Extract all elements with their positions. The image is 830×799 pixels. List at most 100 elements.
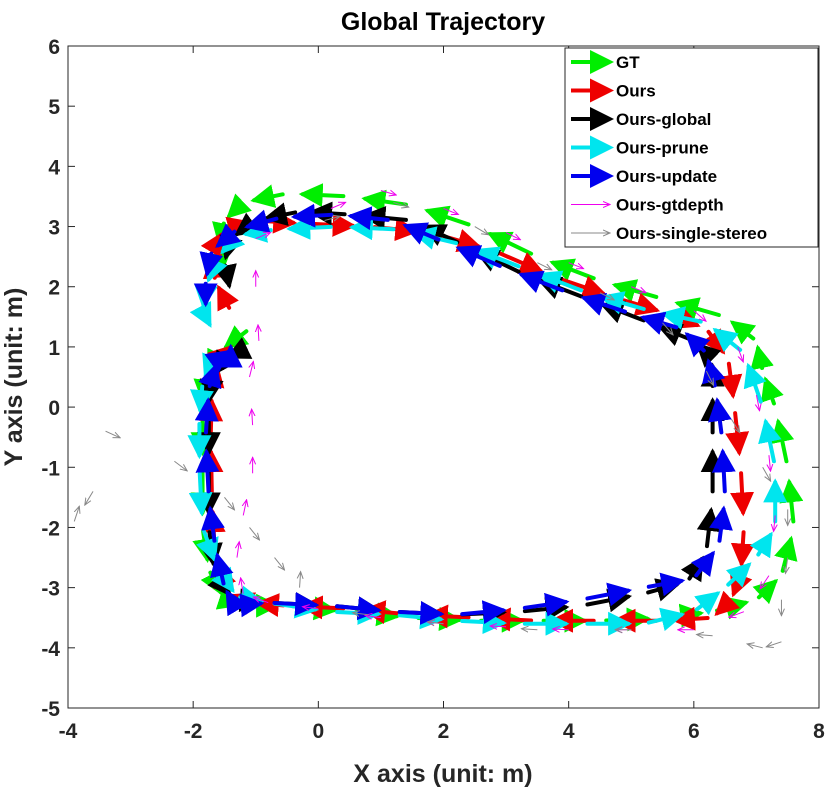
trajectory-segment (204, 349, 231, 374)
trajectory-segment (262, 202, 298, 226)
trajectory-segment (639, 311, 679, 335)
trajectory-segment (424, 205, 471, 229)
x-tick-label: 6 (688, 720, 700, 743)
y-tick-label: -4 (41, 638, 60, 661)
trajectory-arrow (443, 208, 459, 214)
trajectory-segment (290, 203, 334, 228)
trajectory-segment (474, 246, 521, 269)
trajectory-segment (250, 184, 285, 208)
trajectory-arrow (762, 467, 771, 481)
trajectory-arrow (490, 626, 507, 627)
y-tick-label: 4 (48, 156, 60, 179)
trajectory-arrow (249, 527, 259, 539)
trajectory-segment (348, 216, 396, 241)
trajectory-arrow (324, 216, 340, 220)
trajectory-segment (774, 535, 798, 573)
trajectory-segment (298, 183, 346, 208)
trajectory-segment (402, 222, 441, 245)
trajectory-segment (210, 552, 234, 586)
y-tick-label: 6 (48, 36, 60, 59)
trajectory-segment (560, 275, 607, 299)
trajectory-segment (750, 344, 774, 371)
trajectory-segment (694, 591, 721, 616)
trajectory-arrow (785, 557, 787, 574)
trajectory-arrow (241, 578, 244, 594)
trajectory-segment (660, 306, 703, 330)
trajectory-arrow (253, 597, 269, 604)
legend-label: Ours-gtdepth (616, 196, 724, 215)
trajectory-segment (752, 578, 779, 605)
trajectory-segment (585, 582, 633, 607)
trajectory-segment (779, 478, 804, 524)
y-axis-label: Y axis (unit: m) (0, 288, 28, 467)
trajectory-segment (244, 209, 279, 233)
trajectory-segment (213, 263, 237, 290)
chart-title: Global Trajectory (341, 8, 545, 36)
trajectory-segment (188, 471, 213, 517)
legend-label: Ours (616, 82, 656, 101)
trajectory-segment (226, 193, 252, 219)
trajectory-segment (536, 270, 584, 294)
trajectory-segment (225, 337, 253, 359)
trajectory-segment (460, 600, 507, 625)
trajectory-arrow (252, 409, 253, 426)
x-tick-label: 4 (563, 720, 575, 743)
trajectory-segment (709, 505, 733, 543)
trajectory-arrow (747, 644, 763, 648)
y-tick-label: 5 (48, 96, 60, 119)
series-ours-single-stereo (73, 202, 787, 648)
trajectory-segment (522, 592, 570, 617)
trajectory-segment (674, 297, 721, 321)
trajectory-arrow (174, 460, 187, 471)
trajectory-arrow (393, 202, 408, 207)
trajectory-arrow (73, 506, 79, 522)
trajectory-segment (770, 418, 795, 464)
trajectory-segment (455, 245, 502, 268)
trajectory-arrow (760, 575, 770, 589)
trajectory-arrow (730, 418, 739, 433)
trajectory-segment (201, 505, 225, 543)
trajectory-arrow (766, 641, 782, 647)
trajectory-arrow (631, 286, 646, 293)
trajectory-segment (684, 332, 711, 358)
trajectory-segment (725, 562, 752, 588)
y-tick-label: 2 (48, 277, 60, 300)
trajectory-segment (347, 206, 390, 231)
y-tick-label: 3 (48, 217, 60, 240)
y-tick-label: 0 (48, 397, 60, 420)
trajectory-arrow (662, 322, 674, 335)
trajectory-segment (707, 397, 732, 435)
trajectory-arrow (737, 346, 744, 362)
trajectory-arrow (599, 292, 614, 300)
trajectory-segment (749, 531, 773, 559)
trajectory-segment (646, 607, 686, 632)
x-tick-label: -2 (184, 720, 203, 743)
y-tick-label: -5 (41, 698, 60, 721)
trajectory-segment (580, 293, 627, 316)
trajectory-arrow (774, 515, 776, 531)
trajectory-segment (199, 397, 224, 435)
trajectory-arrow (693, 310, 706, 321)
trajectory-segment (657, 323, 692, 347)
y-tick-label: -2 (41, 517, 60, 540)
trajectory-arrow (521, 629, 538, 630)
trajectory-segment (690, 550, 716, 578)
trajectory-segment (730, 530, 755, 568)
trajectory-segment (549, 258, 596, 282)
trajectory-arrow (474, 226, 489, 235)
legend-label: GT (616, 53, 640, 72)
trajectory-segment (761, 376, 784, 406)
trajectory-segment (711, 448, 736, 494)
trajectory-arrow (769, 455, 771, 471)
legend-label: Ours-global (616, 110, 711, 129)
legend-label: Ours-update (616, 167, 717, 186)
trajectory-segment (712, 327, 743, 353)
series-ours-gtdepth (237, 190, 775, 629)
y-tick-label: -3 (41, 578, 60, 601)
trajectory-arrow (380, 190, 396, 195)
trajectory-arrow (568, 262, 584, 269)
trajectory-segment (718, 361, 743, 400)
trajectory-segment (286, 215, 333, 240)
trajectory-arrow (274, 557, 285, 570)
trajectory-arrow (697, 635, 713, 636)
